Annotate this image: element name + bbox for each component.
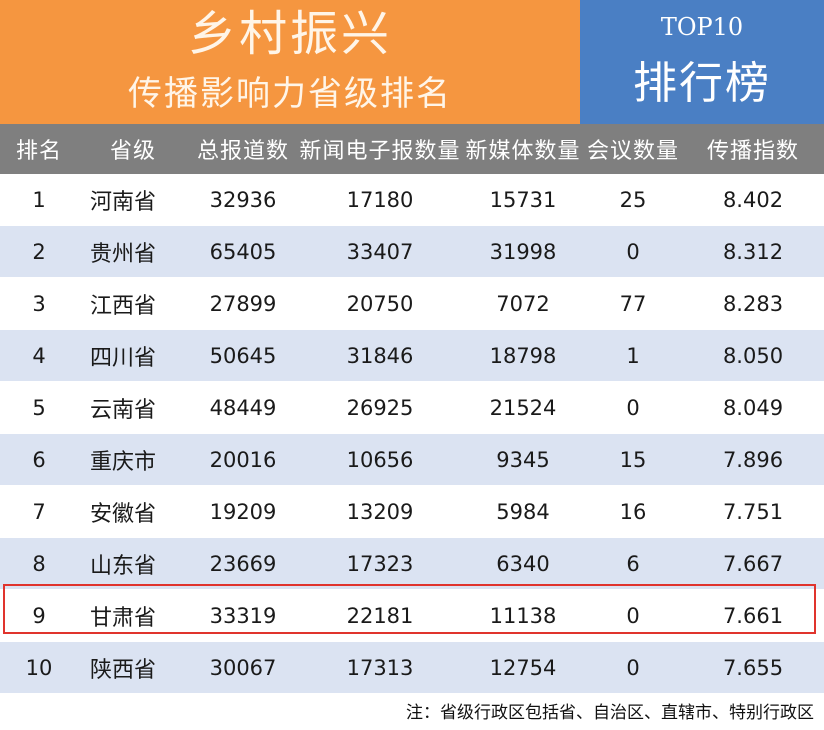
index-cell: 8.049 bbox=[682, 381, 824, 434]
table-row: 7 安徽省 19209 13209 5984 16 7.751 bbox=[0, 485, 824, 538]
top10-label: TOP10 bbox=[660, 13, 744, 41]
rank-cell: 1 bbox=[0, 174, 78, 226]
index-cell: 8.312 bbox=[682, 225, 824, 278]
new-media-cell: 11138 bbox=[462, 589, 584, 642]
meeting-cell: 0 bbox=[584, 641, 682, 694]
rank-cell: 5 bbox=[0, 381, 78, 434]
table-row: 5 云南省 48449 26925 21524 0 8.049 bbox=[0, 381, 824, 434]
header-rank: 排名 bbox=[0, 124, 78, 174]
index-cell: 7.896 bbox=[682, 433, 824, 486]
header-province: 省级 bbox=[78, 124, 188, 174]
top10-sublabel: 排行榜 bbox=[633, 58, 771, 109]
province-cell: 甘肃省 bbox=[78, 589, 188, 642]
banner-title-panel bbox=[0, 0, 580, 124]
e-newspaper-cell: 17323 bbox=[298, 537, 462, 590]
new-media-cell: 7072 bbox=[462, 277, 584, 330]
rank-cell: 7 bbox=[0, 485, 78, 538]
banner-top10-panel bbox=[580, 0, 824, 124]
province-cell: 安徽省 bbox=[78, 485, 188, 538]
table-body: 1 河南省 32936 17180 15731 25 8.402 2 贵州省 65405 33407… bbox=[0, 174, 824, 694]
province-cell: 四川省 bbox=[78, 329, 188, 382]
total-reports-cell: 23669 bbox=[188, 537, 298, 590]
meeting-cell: 0 bbox=[584, 225, 682, 278]
province-cell: 贵州省 bbox=[78, 225, 188, 278]
table-row: 10 陕西省 30067 17313 12754 0 7.655 bbox=[0, 641, 824, 694]
meeting-cell: 0 bbox=[584, 589, 682, 642]
header-index: 传播指数 bbox=[682, 124, 824, 174]
banner-subtitle: 传播影响力省级排名 bbox=[128, 74, 452, 114]
meeting-cell: 25 bbox=[584, 174, 682, 226]
table-row: 2 贵州省 65405 33407 31998 0 8.312 bbox=[0, 225, 824, 278]
ranking-table: 排名 省级 总报道数 新闻电子报数量 新媒体数量 会议数量 传播指数 1 河南省 3… bbox=[0, 124, 824, 694]
new-media-cell: 12754 bbox=[462, 641, 584, 694]
meeting-cell: 16 bbox=[584, 485, 682, 538]
index-cell: 7.661 bbox=[682, 589, 824, 642]
province-cell: 山东省 bbox=[78, 537, 188, 590]
e-newspaper-cell: 31846 bbox=[298, 329, 462, 382]
table-row: 3 江西省 27899 20750 7072 77 8.283 bbox=[0, 277, 824, 330]
province-cell: 云南省 bbox=[78, 381, 188, 434]
meeting-cell: 0 bbox=[584, 381, 682, 434]
e-newspaper-cell: 26925 bbox=[298, 381, 462, 434]
total-reports-cell: 19209 bbox=[188, 485, 298, 538]
table-row: 9 甘肃省 33319 22181 11138 0 7.661 bbox=[0, 589, 824, 642]
table-row: 1 河南省 32936 17180 15731 25 8.402 bbox=[0, 174, 824, 226]
rank-cell: 4 bbox=[0, 329, 78, 382]
meeting-cell: 15 bbox=[584, 433, 682, 486]
index-cell: 7.667 bbox=[682, 537, 824, 590]
new-media-cell: 9345 bbox=[462, 433, 584, 486]
table-header-row: 排名 省级 总报道数 新闻电子报数量 新媒体数量 会议数量 传播指数 bbox=[0, 124, 824, 174]
meeting-cell: 77 bbox=[584, 277, 682, 330]
header-e-newspaper-count: 新闻电子报数量 bbox=[298, 124, 462, 174]
new-media-cell: 21524 bbox=[462, 381, 584, 434]
rank-cell: 9 bbox=[0, 589, 78, 642]
province-cell: 重庆市 bbox=[78, 433, 188, 486]
meeting-cell: 1 bbox=[584, 329, 682, 382]
e-newspaper-cell: 10656 bbox=[298, 433, 462, 486]
table-row: 8 山东省 23669 17323 6340 6 7.667 bbox=[0, 537, 824, 590]
header-total-reports: 总报道数 bbox=[188, 124, 298, 174]
e-newspaper-cell: 17180 bbox=[298, 174, 462, 226]
e-newspaper-cell: 17313 bbox=[298, 641, 462, 694]
rank-cell: 6 bbox=[0, 433, 78, 486]
index-cell: 7.655 bbox=[682, 641, 824, 694]
total-reports-cell: 65405 bbox=[188, 225, 298, 278]
index-cell: 8.283 bbox=[682, 277, 824, 330]
e-newspaper-cell: 33407 bbox=[298, 225, 462, 278]
banner-title: 乡村振兴 bbox=[187, 6, 392, 62]
header-meeting-count: 会议数量 bbox=[584, 124, 682, 174]
total-reports-cell: 48449 bbox=[188, 381, 298, 434]
banner: 乡村振兴 传播影响力省级排名 TOP10 排行榜 bbox=[0, 0, 824, 124]
table-row: 4 四川省 50645 31846 18798 1 8.050 bbox=[0, 329, 824, 382]
rank-cell: 10 bbox=[0, 641, 78, 694]
footnote: 注：省级行政区包括省、自治区、直辖市、特别行政区 bbox=[406, 703, 814, 723]
new-media-cell: 5984 bbox=[462, 485, 584, 538]
rank-cell: 2 bbox=[0, 225, 78, 278]
e-newspaper-cell: 20750 bbox=[298, 277, 462, 330]
new-media-cell: 15731 bbox=[462, 174, 584, 226]
new-media-cell: 6340 bbox=[462, 537, 584, 590]
index-cell: 8.402 bbox=[682, 174, 824, 226]
new-media-cell: 31998 bbox=[462, 225, 584, 278]
table-row: 6 重庆市 20016 10656 9345 15 7.896 bbox=[0, 433, 824, 486]
total-reports-cell: 33319 bbox=[188, 589, 298, 642]
new-media-cell: 18798 bbox=[462, 329, 584, 382]
total-reports-cell: 32936 bbox=[188, 174, 298, 226]
index-cell: 7.751 bbox=[682, 485, 824, 538]
index-cell: 8.050 bbox=[682, 329, 824, 382]
total-reports-cell: 30067 bbox=[188, 641, 298, 694]
e-newspaper-cell: 22181 bbox=[298, 589, 462, 642]
meeting-cell: 6 bbox=[584, 537, 682, 590]
province-cell: 陕西省 bbox=[78, 641, 188, 694]
province-cell: 河南省 bbox=[78, 174, 188, 226]
province-cell: 江西省 bbox=[78, 277, 188, 330]
rank-cell: 8 bbox=[0, 537, 78, 590]
total-reports-cell: 50645 bbox=[188, 329, 298, 382]
e-newspaper-cell: 13209 bbox=[298, 485, 462, 538]
header-new-media-count: 新媒体数量 bbox=[462, 124, 584, 174]
rank-cell: 3 bbox=[0, 277, 78, 330]
total-reports-cell: 20016 bbox=[188, 433, 298, 486]
total-reports-cell: 27899 bbox=[188, 277, 298, 330]
